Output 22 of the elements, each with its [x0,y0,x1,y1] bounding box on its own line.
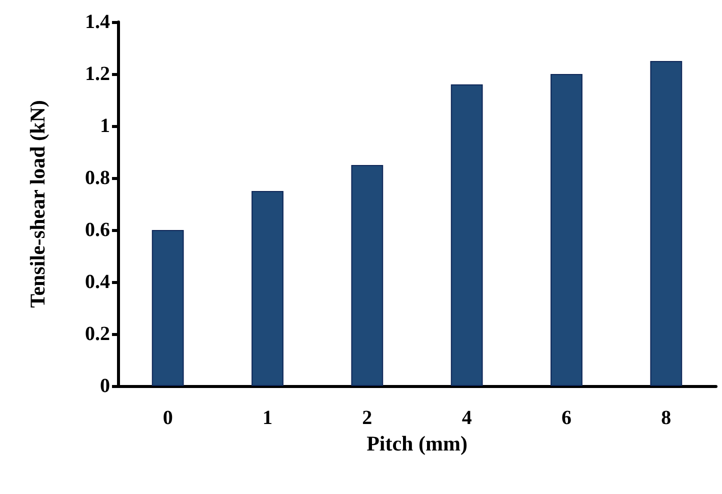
y-tick-label: 0.8 [85,167,110,189]
y-tick-label: 1.2 [85,63,110,85]
x-tick-label: 0 [162,407,173,429]
bar [351,165,384,386]
y-tick-label: 0 [100,375,110,397]
bar [550,74,582,386]
x-tick-label: 8 [661,407,672,429]
bar [152,230,184,386]
x-tick-label: 6 [562,407,572,429]
y-tick-label: 0.6 [85,219,110,241]
x-tick-label: 4 [462,407,472,429]
bar [450,84,483,386]
y-axis-title: Tensile-shear load (kN) [26,100,50,308]
bar [650,61,682,386]
x-tick-label: 1 [262,407,272,429]
y-tick-label: 0.2 [85,323,110,345]
y-tick-label: 1.4 [85,11,110,33]
y-tick-label: 0.4 [85,271,110,293]
y-tick-label: 1 [100,115,110,137]
x-axis-title: Pitch (mm) [366,431,468,456]
x-tick-label: 2 [362,407,372,429]
bar [252,191,284,386]
